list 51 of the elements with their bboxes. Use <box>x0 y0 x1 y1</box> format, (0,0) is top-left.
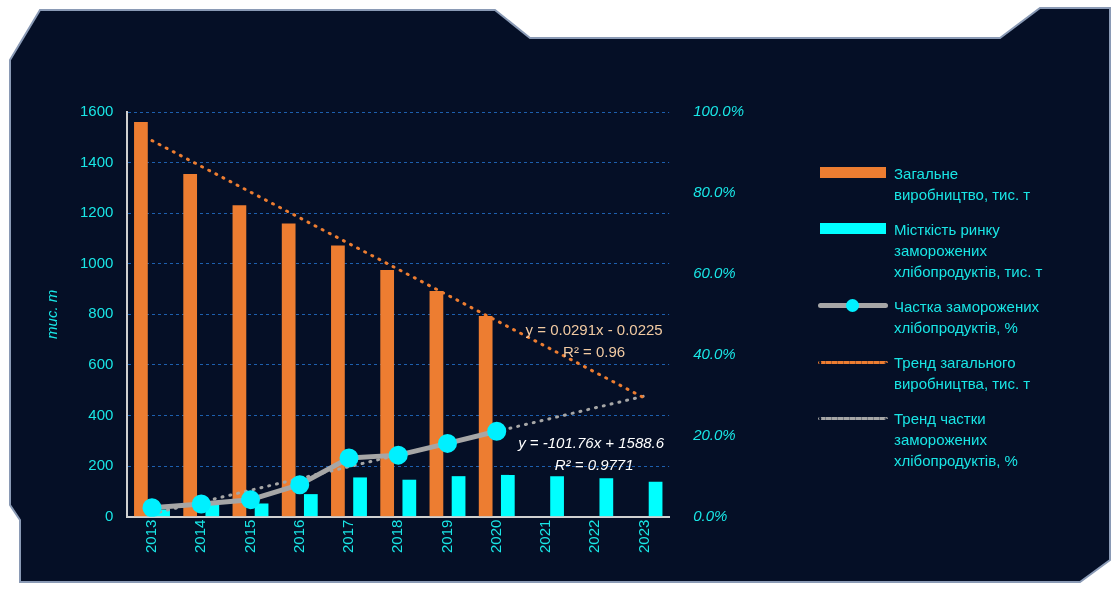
bar <box>451 476 466 517</box>
y2-tick-label: 60.0% <box>693 264 736 282</box>
legend-label: Частка заморожених хлібопродуктів, % <box>894 297 1041 338</box>
x-tick-label: 2018 <box>388 519 406 554</box>
x-tick-label: 2020 <box>486 519 504 554</box>
annotation: y = 0.0291x - 0.0225 <box>525 320 663 338</box>
bar <box>134 122 148 517</box>
annotation: y = -101.76x + 1588.6 <box>517 433 665 451</box>
y-tick-label: 600 <box>88 355 114 373</box>
x-tick-label: 2015 <box>240 519 258 554</box>
y-tick-label: 1000 <box>79 253 114 271</box>
x-tick-label: 2014 <box>191 519 209 554</box>
bar <box>648 481 663 517</box>
bar <box>402 479 417 517</box>
bar <box>281 223 296 517</box>
annotation: R² = 0.96 <box>563 342 626 360</box>
y-tick-label: 1400 <box>79 152 114 170</box>
bar <box>599 478 614 517</box>
y-tick-label: 0 <box>105 506 114 524</box>
y2-tick-label: 40.0% <box>693 344 736 362</box>
x-tick-label: 2013 <box>142 519 160 554</box>
bar <box>303 494 318 517</box>
y-tick-label: 1600 <box>79 102 114 120</box>
x-tick-label: 2017 <box>339 519 357 554</box>
y-tick-label: 400 <box>88 405 114 423</box>
y-tick-label: 800 <box>88 304 114 322</box>
bar <box>353 477 367 517</box>
y2-tick-label: 80.0% <box>693 183 736 201</box>
bar <box>331 245 345 517</box>
y-axis-title: тис. т <box>43 289 61 339</box>
x-tick-label: 2019 <box>437 519 455 554</box>
bar <box>183 173 198 517</box>
y2-tick-label: 20.0% <box>692 425 736 443</box>
annotation: R² = 0.9771 <box>554 455 634 473</box>
bar <box>254 503 269 517</box>
y-tick-label: 1200 <box>79 203 114 221</box>
x-tick-label: 2023 <box>634 519 652 554</box>
y2-tick-label: 100.0% <box>693 102 744 120</box>
bar <box>232 205 247 517</box>
x-tick-label: 2021 <box>536 519 554 554</box>
legend-label: Загальне виробництво, тис. т <box>894 164 1032 205</box>
bar <box>500 474 515 517</box>
legend-label: Місткість ринку заморожених хлібопродуктів, тис. т <box>894 220 1044 282</box>
x-tick-label: 2016 <box>289 519 307 554</box>
y-tick-label: 200 <box>88 456 114 474</box>
legend-label: Тренд загального виробництва, тис. т <box>894 353 1032 394</box>
bar <box>380 270 395 517</box>
bar <box>550 476 564 517</box>
x-tick-label: 2022 <box>585 519 603 554</box>
y2-tick-label: 0.0% <box>693 506 728 524</box>
legend-label: Тренд частки заморожених хлібопродуктів, % <box>894 409 1019 471</box>
